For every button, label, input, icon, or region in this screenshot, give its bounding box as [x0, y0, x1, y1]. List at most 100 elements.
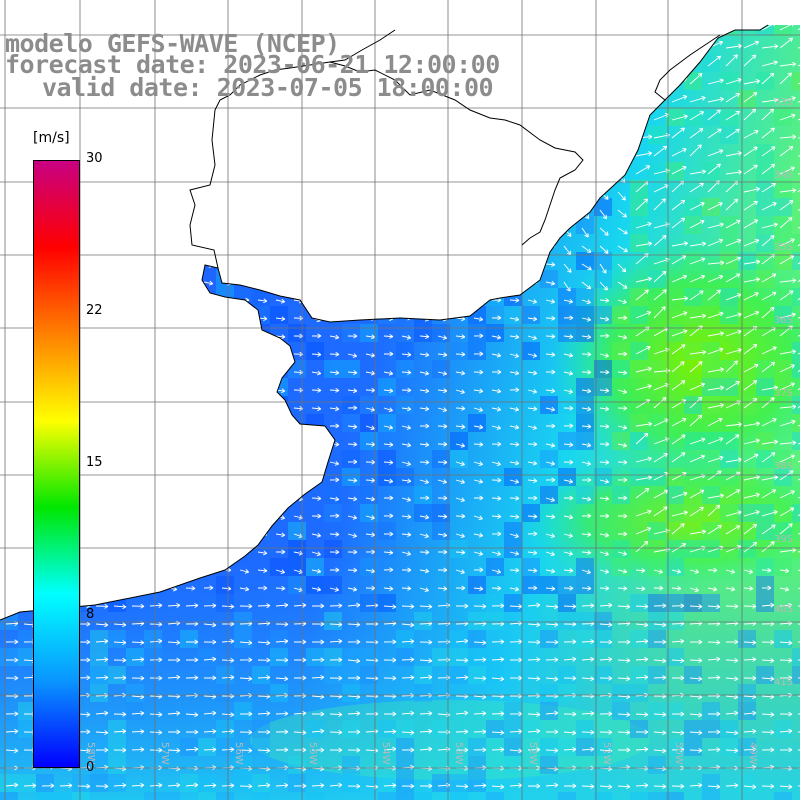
wind-arrow — [527, 280, 538, 285]
wind-arrow — [671, 380, 686, 391]
wind-speed-cell — [216, 792, 234, 800]
wind-arrow — [185, 513, 196, 519]
wind-arrow — [419, 423, 430, 429]
wind-arrow — [545, 63, 556, 69]
wind-arrow — [761, 346, 777, 355]
wind-speed-cell — [666, 54, 684, 72]
wind-arrow — [743, 238, 760, 247]
wind-speed-cell — [360, 666, 378, 684]
wind-arrow — [563, 675, 577, 681]
wind-arrow — [383, 531, 394, 537]
wind-speed-cell — [504, 468, 522, 486]
wind-arrow — [203, 550, 214, 555]
wind-speed-cell — [756, 198, 774, 216]
wind-arrow — [239, 262, 250, 268]
wind-arrow — [761, 397, 775, 409]
wind-arrow — [599, 711, 613, 717]
wind-arrow — [311, 226, 322, 232]
wind-arrow — [203, 728, 217, 734]
wind-arrow — [581, 388, 592, 394]
wind-arrow — [95, 496, 106, 502]
wind-arrow — [455, 389, 465, 395]
wind-speed-cell — [144, 522, 162, 540]
wind-arrow — [203, 189, 214, 195]
wind-arrow — [563, 352, 574, 358]
wind-arrow — [707, 711, 721, 717]
wind-arrow — [185, 639, 199, 645]
wind-arrow — [167, 477, 178, 483]
wind-arrow — [131, 657, 145, 662]
wind-arrow — [95, 243, 106, 249]
wind-arrow — [527, 712, 541, 717]
wind-arrow — [185, 299, 196, 304]
wind-arrow — [149, 533, 159, 539]
colorbar-tick-22: 22 — [86, 303, 103, 318]
wind-arrow — [113, 262, 124, 268]
wind-speed-cell — [342, 684, 360, 702]
wind-arrow — [23, 370, 34, 376]
wind-arrow — [635, 276, 652, 283]
wind-speed-cell — [702, 702, 720, 720]
wind-speed-cell — [108, 162, 126, 180]
wind-arrow — [707, 274, 724, 283]
wind-arrow — [509, 190, 520, 195]
wind-speed-cell — [576, 738, 594, 756]
wind-speed-cell — [666, 504, 684, 522]
wind-arrow — [185, 388, 196, 394]
wind-arrow — [221, 333, 232, 339]
wind-arrow — [725, 569, 735, 574]
wind-arrow — [491, 747, 505, 753]
wind-arrow — [563, 370, 574, 376]
wind-arrow — [95, 423, 106, 429]
wind-speed-cell — [684, 0, 702, 18]
wind-arrow — [5, 513, 16, 519]
wind-speed-cell — [162, 270, 180, 288]
wind-arrow — [167, 370, 178, 376]
wind-arrow — [563, 119, 572, 129]
wind-arrow — [599, 155, 608, 165]
wind-arrow — [563, 551, 574, 556]
wind-speed-cell — [90, 126, 108, 144]
wind-speed-cell — [270, 306, 288, 324]
wind-speed-cell — [180, 630, 198, 648]
wind-speed-cell — [738, 630, 756, 648]
wind-arrow — [257, 657, 271, 663]
wind-arrow — [419, 587, 429, 593]
wind-arrow — [599, 281, 608, 291]
wind-speed-cell — [450, 342, 468, 360]
wind-arrow — [149, 782, 163, 788]
wind-arrow — [149, 424, 160, 430]
wind-arrow — [23, 532, 34, 538]
wind-arrow — [599, 29, 607, 40]
wind-speed-cell — [594, 378, 612, 396]
wind-arrow — [311, 190, 322, 196]
wind-arrow — [5, 172, 16, 178]
wind-arrow — [563, 65, 572, 75]
wind-speed-cell — [144, 648, 162, 666]
wind-arrow — [437, 388, 448, 394]
wind-speed-cell — [738, 396, 756, 414]
wind-arrow — [635, 540, 649, 553]
wind-arrow — [545, 477, 556, 483]
wind-arrow — [383, 209, 393, 215]
wind-speed-cell — [522, 342, 540, 360]
wind-arrow — [725, 43, 743, 49]
wind-arrow — [437, 189, 448, 195]
wind-arrow — [311, 118, 322, 124]
wind-arrow — [419, 153, 430, 159]
wind-speed-cell — [162, 450, 180, 468]
wind-arrow — [149, 712, 163, 717]
wind-speed-cell — [270, 684, 288, 702]
wind-arrow — [491, 136, 502, 142]
wind-speed-cell — [468, 630, 486, 648]
wind-arrow — [599, 369, 610, 375]
wind-speed-cell — [576, 612, 594, 630]
wind-speed-cell — [666, 702, 684, 720]
wind-arrow — [221, 171, 232, 177]
wind-speed-cell — [612, 108, 630, 126]
wind-arrow — [5, 371, 15, 377]
wind-speed-cell — [108, 234, 126, 252]
wind-arrow — [383, 171, 394, 177]
wind-arrow — [707, 455, 724, 463]
wind-speed-cell — [504, 594, 522, 612]
